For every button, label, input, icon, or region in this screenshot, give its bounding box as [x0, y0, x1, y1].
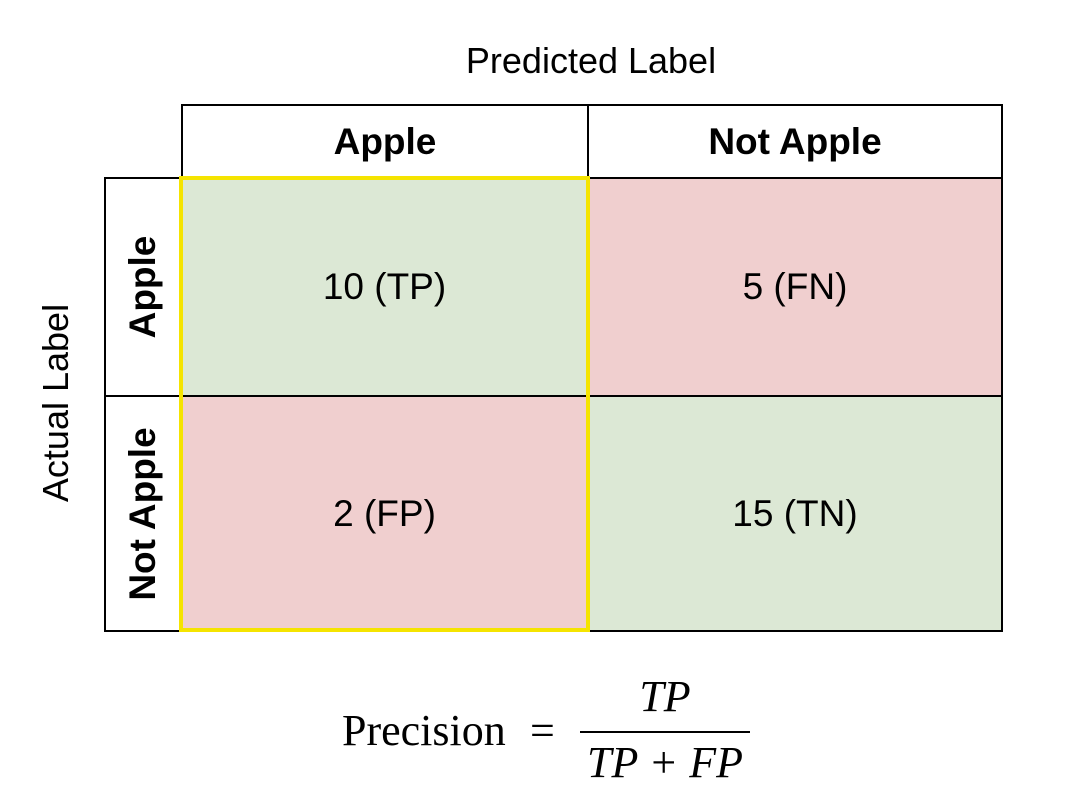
actual-label-title: Actual Label [35, 303, 76, 503]
row-header-not-apple: Not Apple [104, 395, 182, 632]
column-header-not-apple: Not Apple [587, 104, 1003, 179]
cell-false-negative: 5 (FN) [587, 177, 1003, 397]
row-header-apple: Apple [104, 177, 182, 397]
fraction-bar [580, 731, 750, 733]
formula-equals: = [530, 706, 555, 755]
row-label-not-apple: Not Apple [122, 426, 163, 601]
formula-numerator: TP [639, 672, 691, 721]
column-header-apple: Apple [181, 104, 589, 179]
precision-formula: Precision = TP TP + FP [0, 668, 1069, 792]
cell-true-positive: 10 (TP) [180, 177, 589, 397]
formula-lhs: Precision [342, 706, 506, 755]
row-label-apple: Apple [122, 235, 163, 339]
formula-denominator: TP + FP [587, 738, 743, 787]
cell-true-negative: 15 (TN) [587, 395, 1003, 632]
cell-false-positive: 2 (FP) [180, 395, 589, 632]
predicted-label-title: Predicted Label [465, 40, 717, 81]
